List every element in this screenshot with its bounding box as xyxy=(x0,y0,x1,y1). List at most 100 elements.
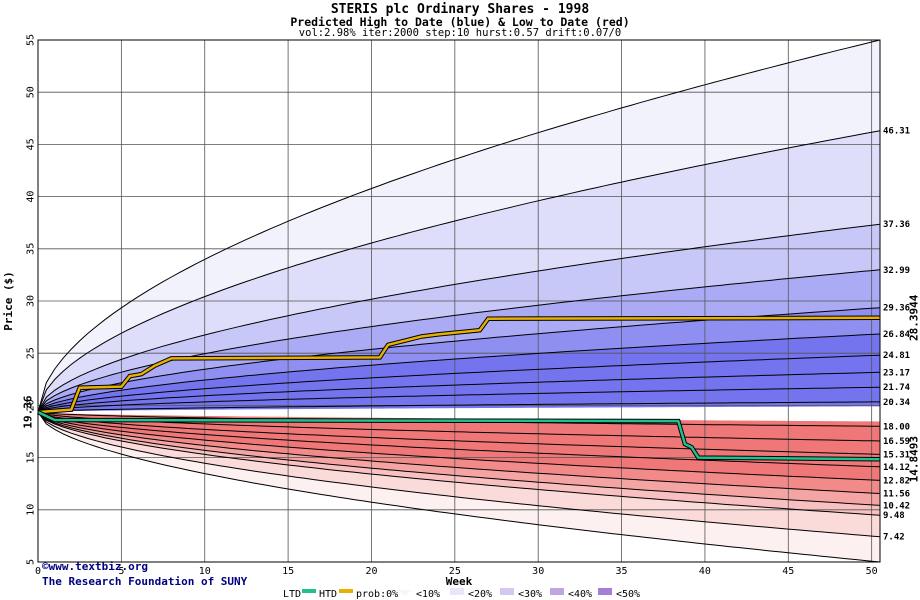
x-tick-label-25: 25 xyxy=(449,566,461,577)
legend-swatch-40 xyxy=(598,588,612,595)
curve-end-label-13: 14.12 xyxy=(883,463,910,473)
y-tick-label-30: 30 xyxy=(26,295,37,307)
percentile-curve-7 xyxy=(37,371,881,413)
low-band-2 xyxy=(38,412,880,455)
curve-end-label-9: 20.34 xyxy=(883,398,911,408)
legend-swatch-30 xyxy=(550,588,564,595)
chart-title: STERIS plc Ordinary Shares - 1998 xyxy=(330,2,590,17)
start-price-label: 19.36 xyxy=(22,395,35,428)
curve-end-label-14: 12.82 xyxy=(883,476,910,486)
legend-swatch-0 xyxy=(398,590,412,596)
axes: 0 5 10 15 20 25 30 35 40 45 5051015202530354045505… xyxy=(2,34,881,588)
percentile-curve-13 xyxy=(37,411,881,468)
low-band-9 xyxy=(38,412,880,562)
chart-subtitle: Predicted High to Date (blue) & Low to D… xyxy=(290,15,630,29)
curve-end-label-4: 29.36 xyxy=(883,304,910,314)
ltd-line xyxy=(37,410,881,461)
percentile-curve-12 xyxy=(37,411,881,455)
x-tick-label-0: 0 xyxy=(35,566,41,577)
percentile-curve-1 xyxy=(37,130,881,413)
percentile-curve-15 xyxy=(37,411,881,494)
low-band-4 xyxy=(38,412,880,481)
percentile-curve-18 xyxy=(37,411,881,538)
low-band-5 xyxy=(38,412,880,494)
high-band-7 xyxy=(38,372,880,413)
curve-end-label-17: 9.48 xyxy=(883,511,905,521)
legend-htd-label: HTD xyxy=(319,589,337,600)
y-tick-label-45: 45 xyxy=(26,138,37,150)
percentile-curve-2 xyxy=(37,223,881,413)
x-tick-label-35: 35 xyxy=(616,566,628,577)
plot-frame xyxy=(37,39,881,563)
y-tick-label-15: 15 xyxy=(26,452,37,464)
x-axis-label: Week xyxy=(446,575,473,588)
y-tick-label-10: 10 xyxy=(26,504,37,516)
value-labels: 46.31 37.36 32.99 29.36 26.84 24.81 23.17 21.74… xyxy=(22,127,920,543)
htd-line xyxy=(37,316,881,414)
y-axis-label: Price ($) xyxy=(2,271,15,331)
legend-20-label: <20% xyxy=(468,589,492,600)
y-tick-label-20: 20 xyxy=(26,399,37,411)
curve-end-label-11: 16.59 xyxy=(883,437,910,447)
percentile-curve-17 xyxy=(37,411,881,516)
legend-40-label: <40% xyxy=(568,589,592,600)
curve-end-label-2: 37.36 xyxy=(883,220,910,230)
ltd-end-label: 14.8493 xyxy=(908,436,920,482)
low-band-8 xyxy=(38,412,880,537)
percentile-curve-9 xyxy=(37,401,880,413)
curve-end-label-12: 15.31 xyxy=(883,450,910,460)
x-tick-label-30: 30 xyxy=(532,566,544,577)
percentile-curve-19 xyxy=(37,411,881,563)
low-band-6 xyxy=(38,412,880,506)
percentile-curves xyxy=(37,39,881,563)
legend-swatch-20 xyxy=(500,588,514,595)
source-url: ©www.textbiz.org xyxy=(42,560,148,573)
curve-end-label-5: 26.84 xyxy=(883,330,911,340)
percentile-curve-16 xyxy=(37,411,881,506)
legend-ltd-swatch xyxy=(302,589,316,593)
y-tick-label-40: 40 xyxy=(26,191,37,203)
legend: LTD HTD prob:0% <10% <20% <30% <40% <50% xyxy=(283,588,640,600)
legend-30-label: <30% xyxy=(518,589,542,600)
legend-ltd-label: LTD xyxy=(283,589,301,600)
legend-swatch-10 xyxy=(450,588,464,595)
percentile-curve-14 xyxy=(37,411,881,481)
y-tick-label-50: 50 xyxy=(26,86,37,98)
source-organization: The Research Foundation of SUNY xyxy=(42,575,248,588)
x-tick-label-15: 15 xyxy=(282,566,294,577)
y-tick-label-55: 55 xyxy=(26,34,37,46)
curve-end-label-15: 11.56 xyxy=(883,490,910,500)
chart-parameters: vol:2.98% iter:2000 step:10 hurst:0.57 d… xyxy=(298,27,622,39)
high-band-4 xyxy=(38,307,880,413)
x-tick-label-5: 5 xyxy=(118,566,124,577)
curve-end-label-1: 46.31 xyxy=(883,127,910,137)
y-tick-label-5: 5 xyxy=(26,559,37,565)
high-band-0 xyxy=(38,40,880,413)
curve-end-label-18: 7.42 xyxy=(883,533,905,543)
x-tick-label-50: 50 xyxy=(866,566,878,577)
legend-htd-swatch xyxy=(339,589,353,593)
x-tick-label-45: 45 xyxy=(782,566,794,577)
high-band-2 xyxy=(38,224,880,413)
percentile-curve-6 xyxy=(37,354,881,413)
y-tick-label-35: 35 xyxy=(26,243,37,255)
legend-prob-label: prob:0% xyxy=(356,589,398,600)
percentile-curve-11 xyxy=(37,411,881,442)
high-band-8 xyxy=(38,387,880,413)
percentile-curve-0 xyxy=(37,39,881,413)
curve-end-label-7: 23.17 xyxy=(883,368,910,378)
low-band-3 xyxy=(38,412,880,467)
curve-end-label-3: 32.99 xyxy=(883,266,910,276)
high-band-9 xyxy=(38,401,880,413)
legend-50-label: <50% xyxy=(616,589,640,600)
high-band-6 xyxy=(38,355,880,413)
x-tick-label-40: 40 xyxy=(699,566,711,577)
price-series xyxy=(37,315,881,462)
low-band-7 xyxy=(38,412,880,516)
percentile-curve-5 xyxy=(37,333,881,413)
htd-end-label: 28.3944 xyxy=(908,294,920,341)
high-band-3 xyxy=(38,269,880,413)
legend-10-label: <10% xyxy=(416,589,440,600)
y-tick-label-25: 25 xyxy=(26,347,37,359)
curve-end-label-10: 18.00 xyxy=(883,422,910,432)
